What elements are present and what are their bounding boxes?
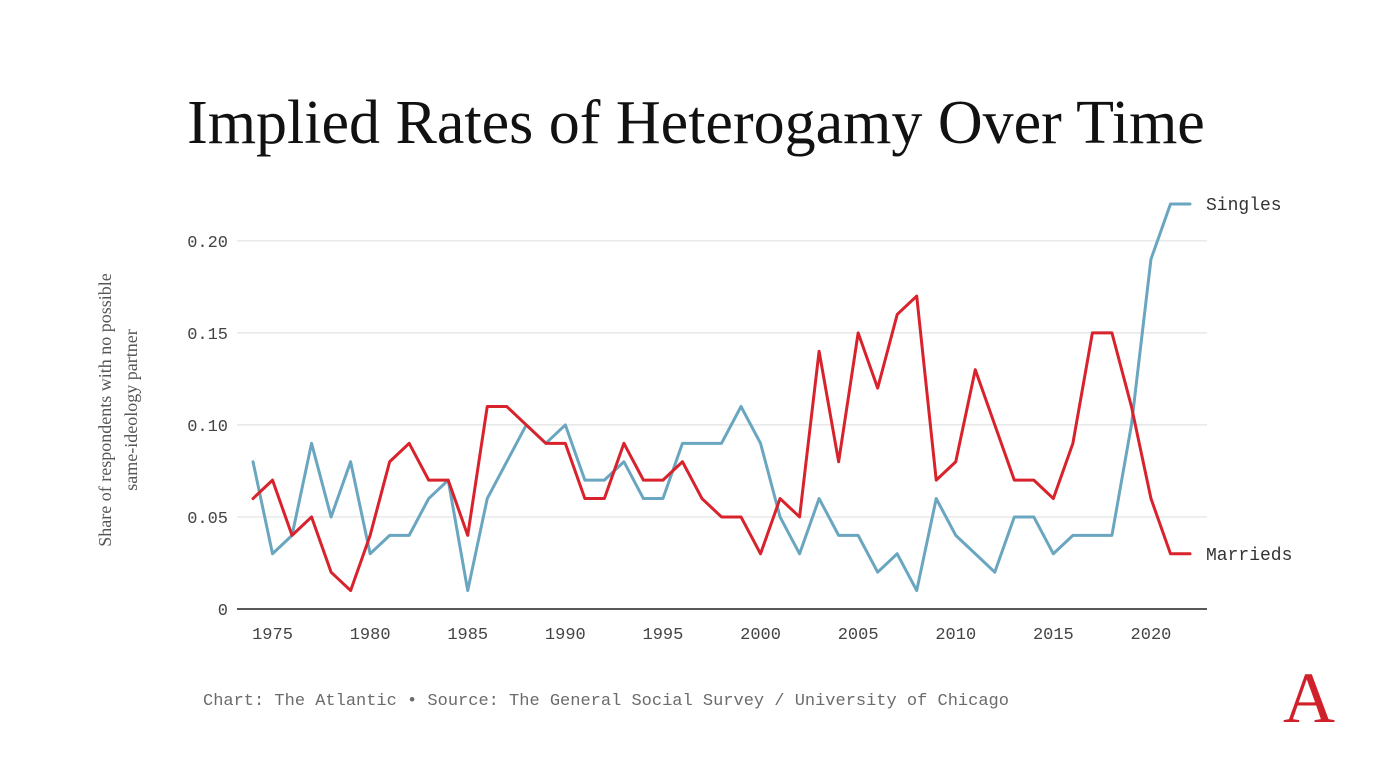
x-tick-label: 1975 bbox=[252, 626, 293, 645]
y-tick-label: 0.20 bbox=[187, 234, 228, 253]
x-tick-label: 2000 bbox=[740, 626, 781, 645]
x-tick-label: 2010 bbox=[935, 626, 976, 645]
y-tick-label: 0.15 bbox=[187, 326, 228, 345]
x-tick-label: 2015 bbox=[1033, 626, 1074, 645]
x-tick-label: 1995 bbox=[643, 626, 684, 645]
series-label-singles: Singles bbox=[1206, 196, 1282, 216]
y-tick-label: 0 bbox=[218, 602, 228, 621]
series-label-marrieds: Marrieds bbox=[1206, 546, 1292, 566]
y-axis-label: Share of respondents with no possible sa… bbox=[95, 273, 141, 546]
x-tick-label: 1985 bbox=[447, 626, 488, 645]
x-tick-label: 2005 bbox=[838, 626, 879, 645]
y-axis-label-line-2: same-ideology partner bbox=[121, 329, 141, 490]
gridlines bbox=[237, 240, 1207, 518]
series-line-marrieds bbox=[251, 294, 1192, 593]
y-axis-label-line-1: Share of respondents with no possible bbox=[95, 273, 115, 546]
series-line-singles bbox=[251, 202, 1192, 593]
y-tick-label: 0.05 bbox=[187, 510, 228, 529]
atlantic-logo: A bbox=[1283, 658, 1335, 738]
y-tick-label: 0.10 bbox=[187, 418, 228, 437]
axes: 0 0.05 0.10 0.15 0.20 1975 1980 1985 1990 1995 200… bbox=[187, 234, 1207, 645]
x-tick-label: 1990 bbox=[545, 626, 586, 645]
source-credit: Chart: The Atlantic • Source: The Genera… bbox=[203, 692, 1009, 711]
chart-title: Implied Rates of Heterogamy Over Time bbox=[187, 89, 1205, 157]
x-tick-label: 1980 bbox=[350, 626, 391, 645]
series-lines: Singles Marrieds bbox=[251, 196, 1292, 593]
x-tick-label: 2020 bbox=[1131, 626, 1172, 645]
